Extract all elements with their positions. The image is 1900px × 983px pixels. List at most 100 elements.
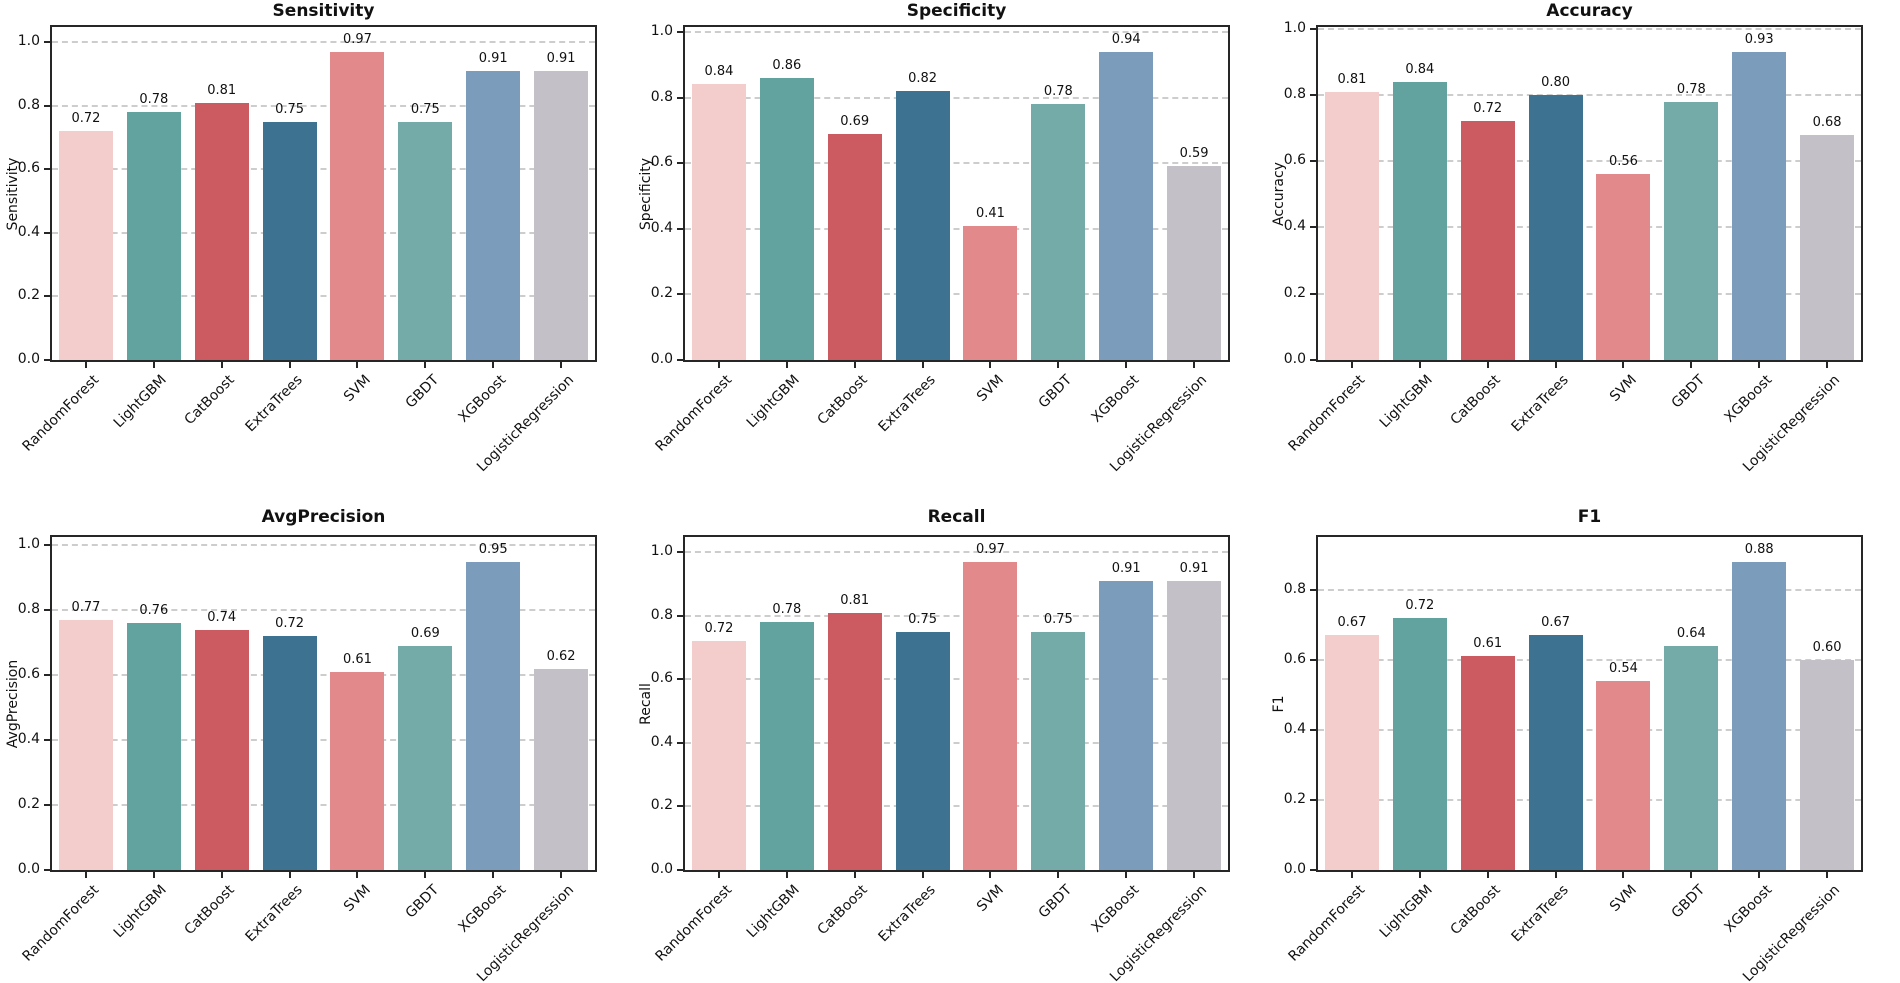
gridline	[685, 551, 1228, 554]
y-tick-mark	[44, 869, 50, 871]
bar-value-label: 0.72	[1405, 597, 1435, 613]
bar-value-label: 0.91	[478, 50, 508, 66]
bar-value-label: 0.78	[772, 602, 802, 618]
x-tick-mark	[1193, 362, 1196, 368]
x-tick-mark	[717, 872, 720, 878]
x-tick-mark	[1125, 362, 1128, 368]
bar-value-label: 0.67	[1337, 615, 1367, 631]
y-tick-label: 0.2	[1283, 284, 1306, 301]
chart-title: Specificity	[906, 1, 1007, 21]
bar-value-label: 0.78	[139, 92, 169, 108]
gridline	[685, 614, 1228, 617]
bar-logisticregression	[534, 668, 589, 870]
x-tick-label: XGBoost	[1721, 372, 1776, 426]
bar-svm	[963, 225, 1018, 360]
y-tick-mark	[677, 678, 683, 681]
x-tick-label: XGBoost	[1721, 882, 1776, 936]
y-tick-label: 0.2	[1283, 790, 1306, 807]
gridline	[685, 293, 1228, 296]
x-tick-mark	[1057, 362, 1060, 368]
y-tick-mark	[1310, 160, 1316, 163]
bar-value-label: 0.61	[342, 652, 372, 668]
bar-value-label: 0.77	[71, 600, 101, 616]
bar-catboost	[827, 612, 882, 870]
x-tick-mark	[560, 872, 563, 878]
bar-extratrees	[895, 631, 950, 870]
bar-lightgbm	[759, 622, 814, 870]
x-tick-label: ExtraTrees	[1508, 372, 1572, 436]
x-tick-mark	[152, 362, 155, 368]
x-tick-label: SVM	[340, 372, 374, 405]
y-tick-label: 1.0	[650, 22, 673, 39]
x-tick-mark	[1350, 872, 1353, 878]
y-tick-mark	[44, 41, 50, 44]
bar-value-label: 0.93	[1744, 31, 1774, 47]
x-tick-label: GBDT	[1668, 372, 1708, 412]
bar-randomforest	[691, 641, 746, 870]
y-tick-label: 0.0	[17, 861, 40, 877]
y-tick-mark	[44, 168, 50, 171]
x-tick-mark	[1057, 872, 1060, 878]
bar-svm	[963, 561, 1018, 870]
bar-randomforest	[691, 84, 746, 360]
y-tick-mark	[677, 551, 683, 554]
x-tick-mark	[560, 362, 563, 368]
y-tick-mark	[677, 162, 683, 165]
x-tick-label: XGBoost	[1088, 372, 1143, 426]
gridline	[1318, 588, 1861, 591]
y-tick-label: 0.4	[17, 731, 40, 748]
gridline	[685, 162, 1228, 165]
y-tick-label: 0.6	[17, 666, 40, 683]
x-tick-mark	[1554, 362, 1557, 368]
y-tick-mark	[677, 741, 683, 744]
gridline	[1318, 226, 1861, 229]
bar-svm	[330, 51, 385, 360]
x-tick-label: RandomForest	[652, 882, 736, 965]
y-tick-mark	[1310, 226, 1316, 229]
x-tick-label: ExtraTrees	[875, 882, 939, 946]
x-tick-mark	[1690, 362, 1693, 368]
y-tick-mark	[1310, 359, 1316, 361]
bar-value-label: 0.68	[1812, 114, 1842, 130]
x-tick-label: GBDT	[1668, 882, 1708, 922]
y-tick-label: 0.4	[17, 223, 40, 240]
y-tick-mark	[44, 231, 50, 234]
y-tick-label: 0.4	[1283, 720, 1306, 737]
y-tick-label: 0.8	[650, 88, 673, 105]
y-tick-label: 0.6	[650, 670, 673, 687]
gridline	[1318, 658, 1861, 661]
gridline	[1318, 728, 1861, 731]
bar-value-label: 0.84	[704, 64, 734, 80]
y-tick-mark	[677, 293, 683, 296]
y-tick-label: 0.4	[650, 733, 673, 750]
y-tick-mark	[44, 544, 50, 547]
y-tick-mark	[677, 869, 683, 871]
bar-lightgbm	[759, 77, 814, 360]
chart-title: AvgPrecision	[261, 507, 386, 527]
panel-specificity: Specificity Specificity 0.84 0.86 0.69 0.82 0.…	[633, 0, 1267, 491]
x-tick-mark	[1350, 362, 1353, 368]
bar-extratrees	[1528, 94, 1583, 360]
bar-logisticregression	[1800, 134, 1855, 360]
y-tick-mark	[1310, 798, 1316, 801]
y-tick-label: 0.0	[1283, 351, 1306, 367]
x-tick-mark	[1554, 872, 1557, 878]
panel-sensitivity: Sensitivity Sensitivity 0.72 0.78 0.81 0.75 0.…	[0, 0, 634, 491]
y-tick-mark	[44, 104, 50, 107]
bar-value-label: 0.78	[1043, 84, 1073, 100]
plot-area: 0.67 0.72 0.61 0.67 0.54 0.64 0.88 0.60	[1316, 535, 1863, 872]
bar-value-label: 0.72	[1473, 101, 1503, 117]
chart-title: Recall	[927, 507, 986, 527]
bar-value-label: 0.82	[908, 70, 938, 86]
y-tick-label: 0.8	[650, 606, 673, 623]
plot-area: 0.84 0.86 0.69 0.82 0.41 0.78 0.94 0.59	[683, 25, 1230, 362]
x-tick-label: LightGBM	[1377, 372, 1437, 432]
bar-value-label: 0.81	[840, 592, 870, 608]
x-tick-mark	[853, 872, 856, 878]
bar-lightgbm	[126, 623, 181, 870]
y-tick-mark	[1310, 658, 1316, 661]
y-tick-mark	[677, 96, 683, 99]
gridline	[1318, 292, 1861, 295]
x-tick-mark	[152, 872, 155, 878]
x-tick-label: GBDT	[402, 882, 442, 922]
